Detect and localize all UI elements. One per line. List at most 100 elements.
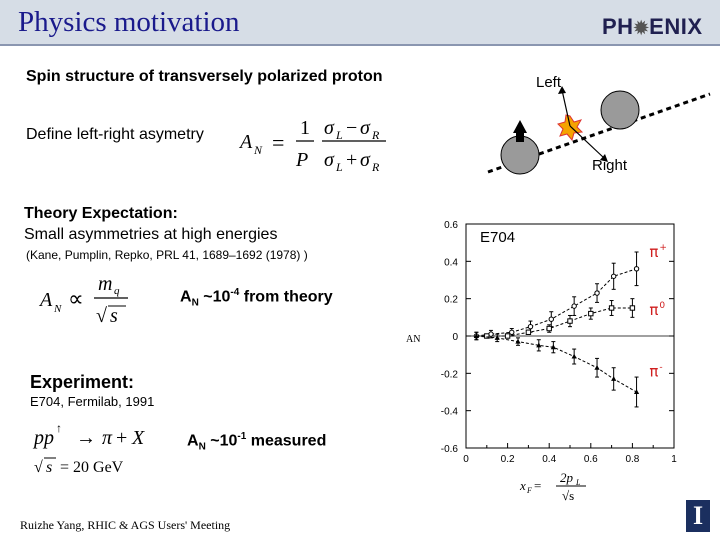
- theory-heading: Theory Expectation:: [24, 205, 178, 222]
- x-axis-label-num-sub: L: [575, 478, 581, 487]
- collision-burst-icon: [557, 114, 584, 142]
- experiment-detail: E704, Fermilab, 1991: [30, 394, 155, 409]
- series-label-sup-0: +: [659, 243, 667, 253]
- series-label-sup-2: -: [659, 362, 662, 372]
- svg-text:↑: ↑: [56, 421, 62, 435]
- define-asymmetry-label: Define left-right asymetry: [26, 126, 204, 143]
- footer-text: Ruizhe Yang, RHIC & AGS Users' Meeting: [20, 518, 231, 532]
- y-tick-label: -0.4: [441, 407, 459, 418]
- x-tick-label: 0.6: [584, 454, 598, 465]
- svg-text:P: P: [295, 149, 308, 171]
- reference-citation: (Kane, Pumplin, Repko, PRL 41, 1689–1692…: [26, 248, 308, 262]
- y-tick-label: -0.2: [441, 369, 459, 380]
- data-point-pi-minus: [536, 342, 542, 348]
- theory-expectation: Theory Expectation: Small asymmetries at…: [24, 203, 277, 245]
- svg-text:q: q: [114, 285, 120, 297]
- svg-text:= 20 GeV: = 20 GeV: [60, 459, 124, 476]
- x-axis-label-eq: =: [534, 478, 541, 493]
- svg-text:+: +: [346, 149, 357, 171]
- svg-text:√: √: [34, 459, 43, 476]
- phenix-logo: PH✹ENIX: [602, 14, 703, 40]
- x-tick-label: 0.8: [625, 454, 639, 465]
- spin-diagram: [487, 86, 711, 175]
- page-title: Physics motivation: [18, 6, 240, 38]
- svg-text:∝: ∝: [68, 286, 84, 311]
- fit-curve-2: [476, 335, 637, 393]
- theory-subtext: Small asymmetries at high energies: [24, 226, 278, 243]
- reaction-formula: pp ↑ → π + X √ s = 20 GeV: [32, 421, 145, 476]
- series-label-0: π: [649, 243, 658, 261]
- data-point-pi-zero: [629, 305, 636, 311]
- y-tick-label: -0.6: [441, 444, 459, 455]
- svg-text:−: −: [346, 117, 357, 139]
- svg-text:π: π: [102, 427, 113, 449]
- svg-text:σ: σ: [360, 117, 371, 139]
- an-measured-value: AN ~10-1 measured: [187, 431, 327, 453]
- y-tick-label: 0.4: [444, 257, 458, 268]
- svg-text:X: X: [131, 427, 145, 449]
- data-point-pi-plus: [610, 273, 617, 279]
- panel-label: E704: [480, 229, 515, 246]
- svg-text:m: m: [98, 273, 112, 295]
- y-axis-label: AN: [406, 334, 420, 345]
- data-point-pi-minus: [633, 389, 640, 394]
- star-icon: ✹: [633, 18, 650, 38]
- svg-text:s: s: [110, 305, 118, 327]
- logo-prefix: PH: [602, 14, 634, 39]
- x-axis-label-sub: F: [526, 486, 532, 495]
- data-point-pi-zero: [546, 325, 552, 332]
- svg-text:σ: σ: [360, 149, 371, 171]
- series-label-sup-1: 0: [659, 301, 665, 311]
- y-tick-label: 0: [452, 332, 458, 343]
- data-point-pi-zero: [567, 318, 573, 324]
- svg-text:s: s: [46, 459, 52, 476]
- data-point-pi-plus: [594, 290, 600, 296]
- svg-text:pp: pp: [32, 427, 54, 449]
- title-bar: [0, 0, 720, 44]
- data-point-pi-zero: [504, 333, 511, 339]
- svg-text:A: A: [38, 289, 53, 311]
- x-axis-label-num: 2p: [560, 470, 574, 485]
- e704-asymmetry-chart: 0.6 0.4 0.2 0 -0.2 -0.4 -0.6 0 0.2 0.4 0.6 0.8 1 AN E7…: [406, 220, 677, 503]
- data-point-pi-minus: [473, 333, 479, 338]
- svg-text:σ: σ: [324, 117, 335, 139]
- svg-text:+: +: [116, 427, 127, 449]
- data-point-pi-minus: [515, 338, 521, 344]
- logo-suffix: ENIX: [649, 14, 703, 39]
- x-tick-label: 0: [463, 454, 469, 465]
- title-divider: [0, 44, 720, 46]
- data-point-pi-minus: [494, 335, 500, 340]
- data-point-pi-minus: [594, 364, 600, 370]
- svg-text:√: √: [96, 305, 107, 327]
- series-label-1: π: [649, 301, 658, 319]
- data-point-pi-zero: [608, 305, 615, 311]
- svg-text:R: R: [371, 128, 380, 142]
- series-label-2: π: [649, 362, 658, 380]
- y-tick-label: 0.6: [444, 220, 458, 231]
- data-point-pi-minus: [571, 353, 577, 359]
- svg-text:R: R: [371, 160, 380, 174]
- svg-text:=: =: [272, 130, 284, 155]
- data-point-pi-minus: [550, 344, 556, 350]
- svg-text:L: L: [335, 128, 343, 142]
- data-point-pi-plus: [509, 329, 515, 335]
- x-axis-label-den: √s: [562, 488, 574, 503]
- svg-text:A: A: [238, 131, 253, 153]
- svg-text:→: →: [76, 427, 96, 449]
- left-label: Left: [536, 74, 562, 91]
- data-point-pi-zero: [588, 310, 594, 317]
- spin-arrow-icon: [513, 120, 527, 133]
- an-theory-value: AN ~10-4 from theory: [180, 287, 333, 309]
- data-point-pi-plus: [527, 323, 534, 330]
- svg-text:N: N: [253, 143, 263, 157]
- data-point-pi-plus: [571, 303, 577, 309]
- svg-text:N: N: [53, 303, 62, 315]
- spin-structure-heading: Spin structure of transversely polarized…: [26, 68, 383, 85]
- proton-right: [600, 90, 640, 130]
- data-point-pi-plus: [633, 266, 640, 272]
- experiment-heading: Experiment:: [30, 372, 135, 392]
- x-axis-label: x: [519, 478, 526, 493]
- svg-text:L: L: [335, 160, 343, 174]
